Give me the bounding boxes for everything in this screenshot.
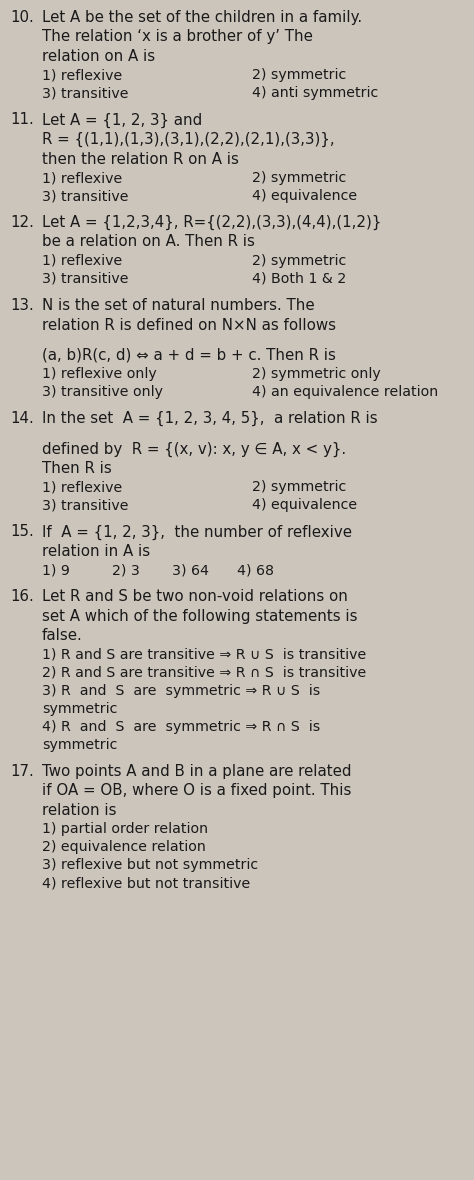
Text: be a relation on A. Then R is: be a relation on A. Then R is (42, 235, 255, 249)
Text: 4) an equivalence relation: 4) an equivalence relation (252, 385, 438, 399)
Text: 13.: 13. (10, 299, 34, 313)
Text: 2) symmetric only: 2) symmetric only (252, 367, 381, 381)
Text: 3) transitive: 3) transitive (42, 498, 128, 512)
Text: 2) 3: 2) 3 (112, 564, 140, 577)
Text: Let R and S be two non-void relations on: Let R and S be two non-void relations on (42, 590, 348, 604)
Text: (a, b)R(c, d) ⇔ a + d = b + c. Then R is: (a, b)R(c, d) ⇔ a + d = b + c. Then R is (42, 348, 336, 362)
Text: 4) reflexive but not transitive: 4) reflexive but not transitive (42, 877, 250, 891)
Text: Two points A and B in a plane are related: Two points A and B in a plane are relate… (42, 763, 352, 779)
Text: symmetric: symmetric (42, 702, 118, 716)
Text: Let A = {1, 2, 3} and: Let A = {1, 2, 3} and (42, 112, 202, 127)
Text: 10.: 10. (10, 9, 34, 25)
Text: N is the set of natural numbers. The: N is the set of natural numbers. The (42, 299, 315, 313)
Text: 1) 9: 1) 9 (42, 564, 70, 577)
Text: 16.: 16. (10, 590, 34, 604)
Text: relation in A is: relation in A is (42, 544, 150, 559)
Text: defined by  R = {(x, v): x, y ∈ A, x < y}.: defined by R = {(x, v): x, y ∈ A, x < y}… (42, 441, 346, 457)
Text: relation on A is: relation on A is (42, 50, 155, 64)
Text: Then R is: Then R is (42, 461, 112, 476)
Text: 3) transitive: 3) transitive (42, 273, 128, 286)
Text: 3) reflexive but not symmetric: 3) reflexive but not symmetric (42, 859, 258, 872)
Text: symmetric: symmetric (42, 738, 118, 752)
Text: false.: false. (42, 629, 83, 643)
Text: 2) symmetric: 2) symmetric (252, 254, 346, 268)
Text: relation is: relation is (42, 802, 117, 818)
Text: 17.: 17. (10, 763, 34, 779)
Text: relation R is defined on N×N as follows: relation R is defined on N×N as follows (42, 317, 336, 333)
Text: 1) partial order relation: 1) partial order relation (42, 822, 208, 837)
Text: 4) 68: 4) 68 (237, 564, 274, 577)
Text: If  A = {1, 2, 3},  the number of reflexive: If A = {1, 2, 3}, the number of reflexiv… (42, 524, 352, 539)
Text: 15.: 15. (10, 524, 34, 539)
Text: 2) R and S are transitive ⇒ R ∩ S  is transitive: 2) R and S are transitive ⇒ R ∩ S is tra… (42, 666, 366, 680)
Text: 1) reflexive: 1) reflexive (42, 480, 122, 494)
Text: R = {(1,1),(1,3),(3,1),(2,2),(2,1),(3,3)},: R = {(1,1),(1,3),(3,1),(2,2),(2,1),(3,3)… (42, 132, 335, 148)
Text: 3) transitive: 3) transitive (42, 189, 128, 203)
Text: 3) 64: 3) 64 (172, 564, 209, 577)
Text: 12.: 12. (10, 215, 34, 230)
Text: then the relation R on A is: then the relation R on A is (42, 151, 239, 166)
Text: 1) R and S are transitive ⇒ R ∪ S  is transitive: 1) R and S are transitive ⇒ R ∪ S is tra… (42, 648, 366, 662)
Text: 2) symmetric: 2) symmetric (252, 480, 346, 494)
Text: set A which of the following statements is: set A which of the following statements … (42, 609, 357, 624)
Text: 11.: 11. (10, 112, 34, 127)
Text: 1) reflexive: 1) reflexive (42, 171, 122, 185)
Text: 4) Both 1 & 2: 4) Both 1 & 2 (252, 273, 346, 286)
Text: In the set  A = {1, 2, 3, 4, 5},  a relation R is: In the set A = {1, 2, 3, 4, 5}, a relati… (42, 411, 378, 426)
Text: 4) anti symmetric: 4) anti symmetric (252, 86, 378, 100)
Text: 14.: 14. (10, 411, 34, 426)
Text: if OA = OB, where O is a fixed point. This: if OA = OB, where O is a fixed point. Th… (42, 784, 351, 799)
Text: Let A be the set of the children in a family.: Let A be the set of the children in a fa… (42, 9, 362, 25)
Text: 1) reflexive: 1) reflexive (42, 254, 122, 268)
Text: 2) equivalence relation: 2) equivalence relation (42, 840, 206, 854)
Text: 3) R  and  S  are  symmetric ⇒ R ∪ S  is: 3) R and S are symmetric ⇒ R ∪ S is (42, 684, 320, 697)
Text: 4) R  and  S  are  symmetric ⇒ R ∩ S  is: 4) R and S are symmetric ⇒ R ∩ S is (42, 720, 320, 734)
Text: 3) transitive: 3) transitive (42, 86, 128, 100)
Text: 4) equivalence: 4) equivalence (252, 498, 357, 512)
Text: 3) transitive only: 3) transitive only (42, 385, 163, 399)
Text: 4) equivalence: 4) equivalence (252, 189, 357, 203)
Text: 2) symmetric: 2) symmetric (252, 171, 346, 185)
Text: 1) reflexive only: 1) reflexive only (42, 367, 157, 381)
Text: The relation ‘x is a brother of y’ The: The relation ‘x is a brother of y’ The (42, 30, 313, 45)
Text: 2) symmetric: 2) symmetric (252, 68, 346, 83)
Text: Let A = {1,2,3,4}, R={(2,2),(3,3),(4,4),(1,2)}: Let A = {1,2,3,4}, R={(2,2),(3,3),(4,4),… (42, 215, 382, 230)
Text: 1) reflexive: 1) reflexive (42, 68, 122, 83)
